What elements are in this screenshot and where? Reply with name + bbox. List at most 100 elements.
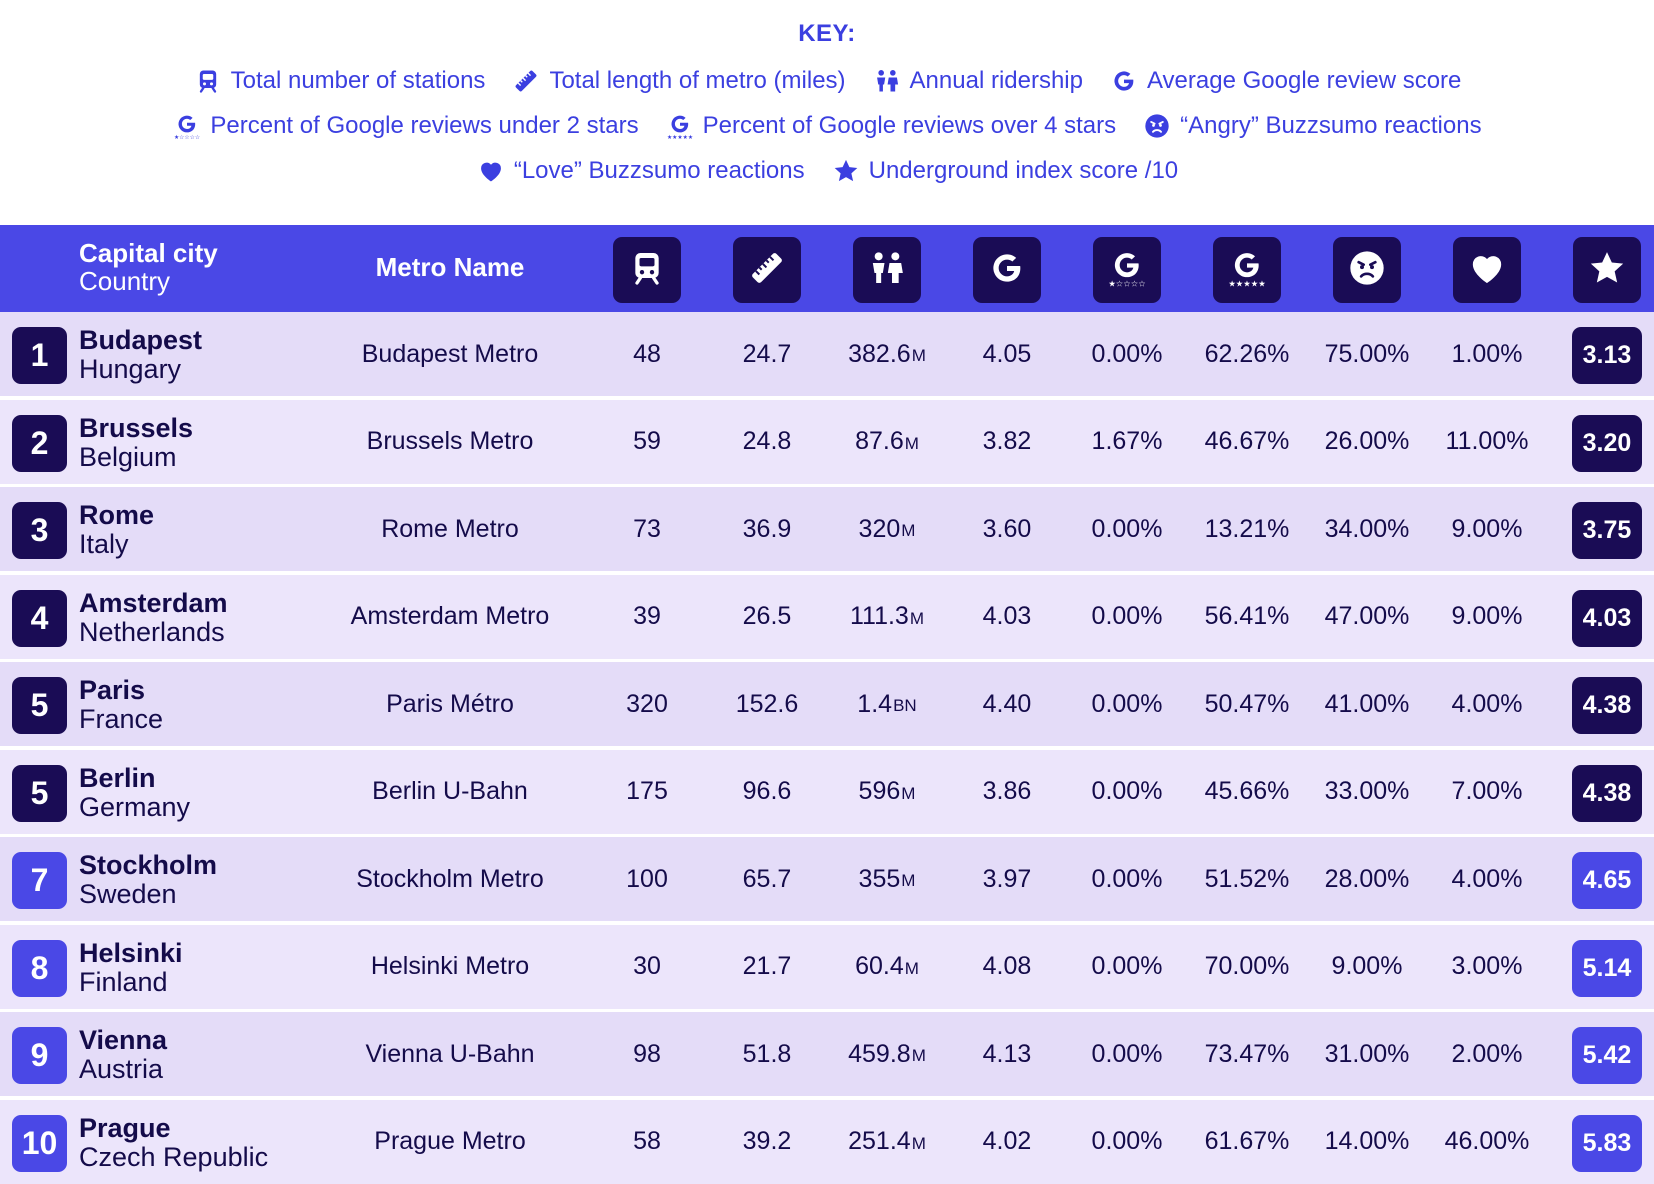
stations-cell-value: 30 [633,952,661,980]
city-name: Paris [79,675,146,705]
city-name: Prague [79,1112,171,1143]
length-cell-value: 51.8 [742,1039,792,1068]
svg-text:★★★★★: ★★★★★ [667,134,693,140]
stations-cell-value: 58 [633,1127,661,1155]
angry-cell-value: 34.00% [1324,514,1410,543]
angry-cell: 34.00% [1312,487,1422,571]
header-city-label: Capital city [79,238,218,268]
header-ridership [853,237,921,303]
over4-cell: 50.47% [1192,662,1302,746]
google-score-cell: 4.13 [957,1012,1057,1096]
stations-cell: 320 [597,662,697,746]
key-row-1: Total number of stations Total length of… [0,66,1654,96]
key-item-score: Underground index score /10 [831,156,1179,186]
index-score-badge: 4.65 [1572,852,1642,909]
svg-text:★☆☆☆☆: ★☆☆☆☆ [174,134,200,140]
metro-name-cell-value: Helsinki Metro [370,952,530,980]
love-cell-value: 4.00% [1451,864,1523,893]
google-score-cell: 4.03 [957,575,1057,659]
key-label: “Love” Buzzsumo reactions [513,157,805,184]
key-label: Total length of metro (miles) [549,67,846,94]
ridership-cell: 382.6 M [832,312,942,396]
key-label: Total number of stations [230,67,486,94]
under2-cell: 0.00% [1072,925,1182,1009]
google-score-cell-value: 3.86 [982,777,1032,805]
love-cell: 9.00% [1432,487,1542,571]
over4-cell: 70.00% [1192,925,1302,1009]
svg-text:★☆☆☆☆: ★☆☆☆☆ [1108,278,1145,288]
index-score-badge: 3.20 [1572,414,1642,472]
heart-icon [1467,248,1507,293]
google-score-cell-value: 4.05 [982,339,1032,368]
angry-cell: 31.00% [1312,1012,1422,1096]
header-google [973,237,1041,303]
heart-icon [476,156,506,186]
under2-cell-value: 0.00% [1091,777,1163,805]
key-label: Underground index score /10 [868,157,1179,184]
under2-cell-value: 0.00% [1091,864,1163,893]
header-length [733,237,801,303]
index-score-badge: 4.38 [1572,677,1642,734]
rank-badge: 2 [12,414,67,472]
ridership-cell-value: 320 [858,514,901,543]
ridership-cell: 1.4 BN [832,662,942,746]
country-name: Hungary [79,354,182,384]
ridership-cell-value: 1.4 [857,689,893,718]
under2-cell-value: 1.67% [1091,427,1163,455]
over4-cell: 62.26% [1192,312,1302,396]
city-cell: Vienna Austria [79,1026,167,1084]
metro-name-cell-value: Prague Metro [374,1127,526,1155]
angry-cell: 47.00% [1312,575,1422,659]
angry-cell: 9.00% [1312,925,1422,1009]
svg-text:★★★★★: ★★★★★ [1228,278,1265,288]
google-score-cell: 3.82 [957,400,1057,484]
key-item-google: Average Google review score [1109,66,1461,96]
under2-cell: 0.00% [1072,662,1182,746]
key-label: “Angry” Buzzsumo reactions [1180,112,1482,139]
ridership-unit: M [904,958,919,978]
table-row: 8 Helsinki Finland Helsinki Metro 30 21.7 60.4… [0,924,1654,1009]
city-cell: Stockholm Sweden [79,851,217,909]
angry-face-icon [1142,111,1172,141]
ridership-cell-value: 87.6 [855,427,904,455]
google-score-cell: 4.02 [957,1100,1057,1184]
ridership-cell-value: 60.4 [855,952,904,980]
index-score-badge: 5.42 [1572,1027,1642,1084]
length-cell: 39.2 [717,1100,817,1184]
metro-name-cell: Stockholm Metro [320,837,580,921]
train-icon [627,248,667,293]
length-cell: 96.6 [717,750,817,834]
metro-name-cell: Berlin U-Bahn [320,750,580,834]
angry-cell-value: 41.00% [1324,689,1410,718]
angry-cell-value: 75.00% [1324,339,1410,368]
ruler-icon [747,248,787,293]
length-cell-value: 36.9 [742,514,792,543]
angry-cell-value: 31.00% [1324,1039,1410,1068]
love-cell-value: 46.00% [1444,1127,1530,1155]
table-row: 7 Stockholm Sweden Stockholm Metro 100 65.7 35… [0,837,1654,921]
index-score-badge: 3.13 [1572,327,1642,384]
love-cell-value: 9.00% [1451,514,1523,543]
over4-cell: 13.21% [1192,487,1302,571]
google-score-cell: 4.40 [957,662,1057,746]
under2-cell: 1.67% [1072,400,1182,484]
table-row: 1 Budapest Hungary Budapest Metro 48 24.7 382.… [0,312,1654,396]
love-cell: 3.00% [1432,925,1542,1009]
city-name: Stockholm [79,850,218,880]
country-name: France [79,704,164,734]
key-title: KEY: [798,20,856,47]
ridership-unit: M [911,346,926,365]
stations-cell-value: 98 [633,1039,661,1068]
rank-badge: 5 [12,764,67,822]
metro-name-cell-value: Brussels Metro [366,427,534,455]
length-cell-value: 152.6 [735,689,799,718]
stations-cell-value: 48 [633,339,661,368]
ridership-unit: M [911,1046,926,1065]
angry-cell-value: 33.00% [1324,777,1410,805]
city-name: Helsinki [79,937,183,968]
under2-cell-value: 0.00% [1091,339,1163,368]
under2-cell: 0.00% [1072,487,1182,571]
table-row: 10 Prague Czech Republic Prague Metro 58 39.2… [0,1099,1654,1184]
stations-cell: 98 [597,1012,697,1096]
love-cell-value: 2.00% [1451,1039,1523,1068]
